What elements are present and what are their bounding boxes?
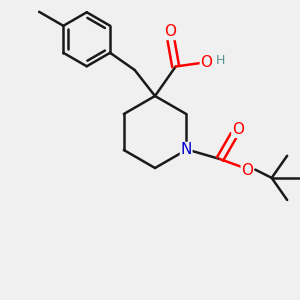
Text: O: O <box>200 55 212 70</box>
Text: O: O <box>241 163 253 178</box>
Text: H: H <box>215 54 225 67</box>
Text: O: O <box>232 122 244 137</box>
Text: O: O <box>164 25 176 40</box>
Text: N: N <box>181 142 192 158</box>
